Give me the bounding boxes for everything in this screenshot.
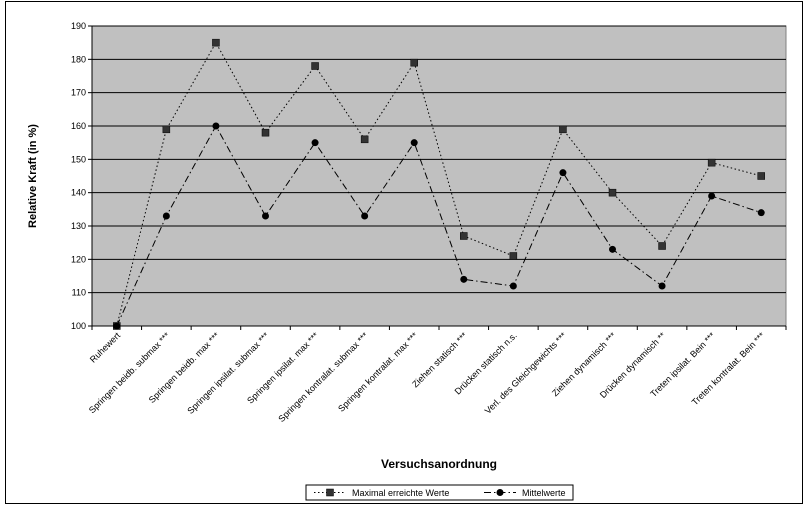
legend-label: Mittelwerte: [522, 488, 566, 498]
series-group: [113, 38, 765, 330]
x-tick-label: Verl. des Gleichgewichts ***: [483, 330, 569, 416]
y-axis-title: Relative Kraft (in %): [27, 124, 39, 228]
data-point-maximal: [757, 172, 765, 180]
data-point-mittelwert: [559, 169, 567, 177]
y-tick-label: 150: [71, 154, 86, 164]
y-tick-label: 110: [72, 288, 86, 298]
data-point-mittelwert: [757, 209, 765, 217]
data-point-maximal: [658, 242, 666, 250]
legend: Maximal erreichte Werte Mittelwerte: [305, 484, 574, 501]
x-tick-label: Springen kontralat. submax ***: [276, 330, 370, 424]
y-tick-label: 100: [71, 321, 86, 331]
data-point-mittelwert: [460, 275, 468, 283]
data-point-mittelwert: [311, 139, 319, 147]
legend-circle-marker-icon: [496, 489, 504, 496]
data-point-mittelwert: [658, 282, 666, 290]
x-axis-title: Versuchsanordnung: [381, 457, 497, 471]
data-point-mittelwert: [361, 212, 369, 220]
legend-label: Maximal erreichte Werte: [352, 488, 449, 498]
data-point-maximal: [212, 38, 220, 47]
legend-box: [305, 484, 574, 501]
x-tick-label: Springen beidb. submax ***: [87, 330, 172, 415]
data-point-mittelwert: [609, 245, 616, 253]
data-point-maximal: [460, 232, 468, 240]
data-point-maximal: [509, 252, 518, 260]
x-tick-label: Ruhewert: [88, 330, 123, 365]
data-point-mittelwert: [509, 282, 517, 290]
y-tick-label: 180: [71, 54, 86, 64]
data-point-mittelwert: [113, 322, 121, 330]
x-tick-label: Springen kontralat. max ***: [336, 330, 420, 414]
data-point-maximal: [707, 158, 716, 167]
data-point-mittelwert: [708, 192, 716, 200]
data-point-maximal: [608, 188, 617, 197]
data-point-mittelwert: [410, 139, 418, 147]
plot-area: [91, 25, 787, 327]
data-point-maximal: [162, 125, 171, 134]
data-point-maximal: [360, 135, 369, 144]
data-point-mittelwert: [212, 122, 220, 130]
data-point-maximal: [311, 62, 319, 70]
legend-square-marker-icon: [326, 488, 334, 497]
y-tick-label: 130: [71, 221, 86, 231]
y-tick-label: 120: [71, 254, 86, 264]
data-point-mittelwert: [262, 212, 269, 220]
y-tick-label: 190: [71, 21, 86, 31]
data-point-maximal: [410, 58, 418, 67]
data-point-maximal: [261, 128, 270, 137]
x-tick-label: Springen ipsilat. submax ***: [185, 330, 271, 416]
y-tick-label: 170: [71, 88, 86, 98]
data-point-mittelwert: [162, 212, 170, 220]
y-tick-label: 160: [71, 121, 86, 131]
data-point-maximal: [559, 125, 567, 134]
y-tick-label: 140: [71, 188, 86, 198]
